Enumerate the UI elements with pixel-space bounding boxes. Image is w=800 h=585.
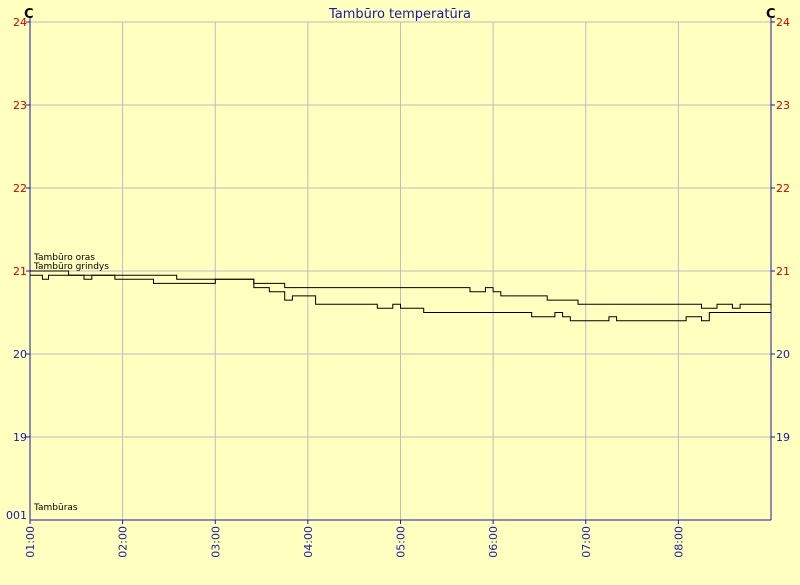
tick-layer: 24 24 23 23 22 22 21 21 20 20 19 19 01:00 02:00 03:00 0… — [13, 16, 790, 558]
series-layer — [30, 270, 772, 322]
y-tick-label-right: 23 — [776, 99, 790, 112]
x-tick-label: 06:00 — [487, 526, 500, 558]
grid-layer — [29, 21, 771, 520]
y-tick-label-left: 24 — [13, 16, 27, 29]
x-tick-label: 03:00 — [209, 526, 222, 558]
x-tick-label: 05:00 — [395, 526, 408, 558]
y-tick-label-left: 20 — [13, 348, 27, 361]
y-tick-label-right: 22 — [776, 182, 790, 195]
x-tick-label: 02:00 — [117, 526, 130, 558]
chart-title: Tambūro temperatūra — [328, 7, 471, 22]
location-label: Tambūras — [33, 503, 78, 513]
y-tick-label-right: 20 — [776, 348, 790, 361]
x-tick-label: 04:00 — [302, 526, 315, 558]
x-tick-label: 07:00 — [580, 526, 593, 558]
series-label-oras: Tambūro oras — [33, 253, 95, 263]
y-tick-label-left: 22 — [13, 182, 27, 195]
y-tick-label-right: 19 — [776, 431, 790, 444]
y-unit-left: C — [24, 7, 34, 22]
series-label-grindys: Tambūro grindys — [33, 262, 109, 272]
y-tick-label-left: 21 — [13, 265, 27, 278]
series-line-1 — [30, 270, 772, 309]
y-tick-label-right: 24 — [776, 16, 790, 29]
bottom-left-label: 001 — [6, 509, 27, 522]
y-tick-label-left: 23 — [13, 99, 27, 112]
y-tick-label-right: 21 — [776, 265, 790, 278]
x-tick-label: 08:00 — [672, 526, 685, 558]
y-unit-right: C — [766, 7, 776, 22]
y-tick-label-left: 19 — [13, 431, 27, 444]
x-tick-label: 01:00 — [24, 526, 37, 558]
